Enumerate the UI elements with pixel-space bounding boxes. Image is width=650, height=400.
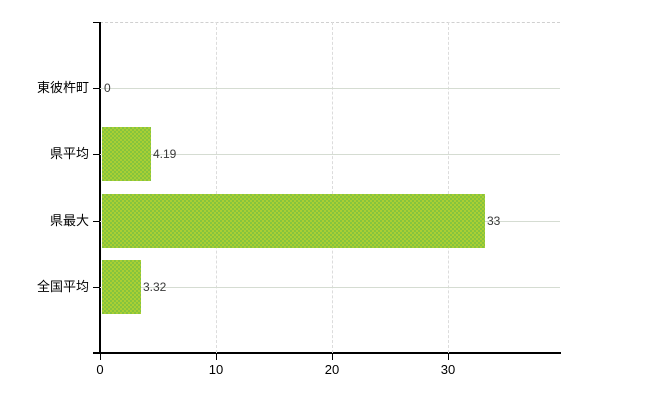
- y-axis-tick: [93, 154, 100, 155]
- y-axis-top-tick: [93, 22, 100, 23]
- bar-県最大: [102, 194, 485, 248]
- plot-area: [100, 22, 560, 353]
- vertical-gridline: [332, 22, 333, 353]
- category-label: 県最大: [49, 213, 89, 228]
- y-axis-tick: [93, 88, 100, 89]
- x-tick-label: 30: [440, 362, 456, 377]
- y-axis-line: [99, 22, 101, 353]
- value-label: 4.19: [153, 147, 177, 161]
- y-axis-tick: [93, 287, 100, 288]
- horizontal-gridline: [100, 287, 560, 288]
- bar-全国平均: [102, 260, 141, 314]
- x-axis-tick: [332, 354, 333, 360]
- category-label: 全国平均: [36, 279, 89, 294]
- horizontal-gridline: [100, 154, 560, 155]
- horizontal-gridline: [100, 88, 560, 89]
- vertical-gridline: [448, 22, 449, 353]
- x-axis-tick: [100, 354, 101, 360]
- bar-県平均: [102, 127, 151, 181]
- value-label: 33: [487, 214, 501, 228]
- category-label: 県平均: [49, 146, 89, 161]
- x-tick-label: 20: [324, 362, 340, 377]
- x-axis-tick: [216, 354, 217, 360]
- x-axis-tick: [448, 354, 449, 360]
- x-tick-label: 10: [208, 362, 224, 377]
- x-tick-label: 0: [96, 362, 104, 377]
- value-label: 3.32: [143, 280, 167, 294]
- category-label: 東彼杵町: [36, 80, 89, 95]
- vertical-gridline: [216, 22, 217, 353]
- y-axis-tick: [93, 221, 100, 222]
- x-axis-line: [93, 352, 561, 354]
- value-label: 0: [104, 81, 111, 95]
